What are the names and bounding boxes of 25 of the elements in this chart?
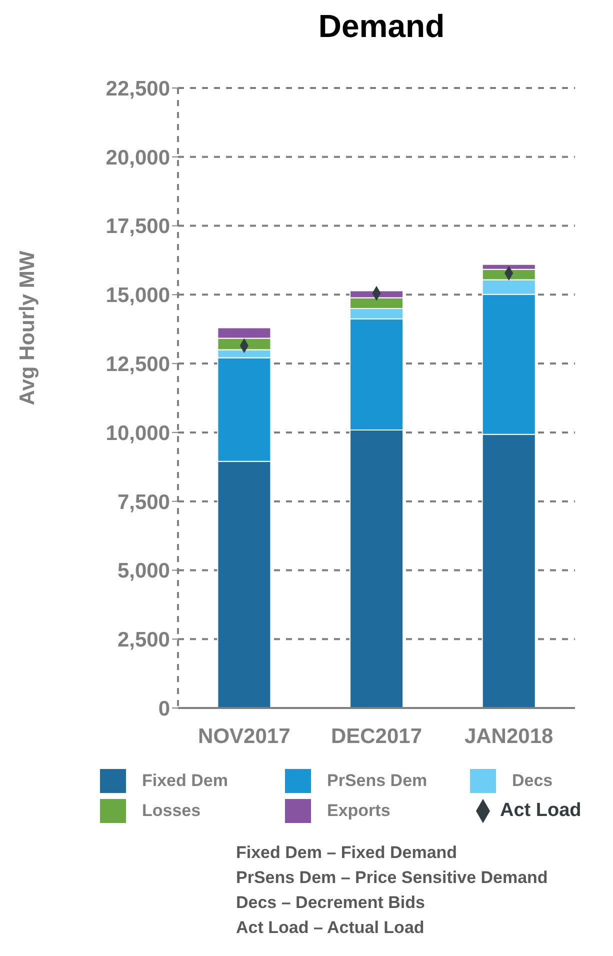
y-tick-label: 10,000 [106, 422, 170, 445]
y-tick-label: 0 [158, 697, 170, 720]
text: Decs – Decrement Bids [236, 892, 426, 914]
text: PrSens Dem – Price Sensitive Demand [236, 867, 549, 889]
legend-label: Act Load [500, 800, 582, 822]
legend-label: Fixed Dem [142, 771, 228, 791]
y-tick-label: 22,500 [106, 77, 170, 100]
y-tick-label: 12,500 [106, 353, 170, 376]
x-tick-label: JAN2018 [464, 724, 554, 748]
text: Act Load – Actual Load [236, 917, 426, 939]
y-tick-label: 7,500 [117, 490, 170, 514]
y-tick-label: 20,000 [106, 146, 170, 170]
x-tick-label: NOV2017 [198, 724, 290, 748]
legend-label: Exports [327, 801, 390, 821]
text: Fixed Dem – Fixed Demand [236, 842, 458, 864]
y-tick-label: 2,500 [117, 628, 170, 652]
y-axis-title: Avg Hourly MW [16, 250, 40, 406]
legend-label: Decs [512, 771, 553, 791]
y-tick-label: 5,000 [117, 560, 170, 583]
y-tick-label: 17,500 [106, 215, 170, 238]
x-tick-label: DEC2017 [330, 724, 422, 748]
y-tick-label: 15,000 [106, 284, 170, 308]
chart-title: Demand [317, 8, 446, 46]
legend-label: Losses [142, 801, 201, 821]
legend-label: PrSens Dem [327, 771, 428, 791]
